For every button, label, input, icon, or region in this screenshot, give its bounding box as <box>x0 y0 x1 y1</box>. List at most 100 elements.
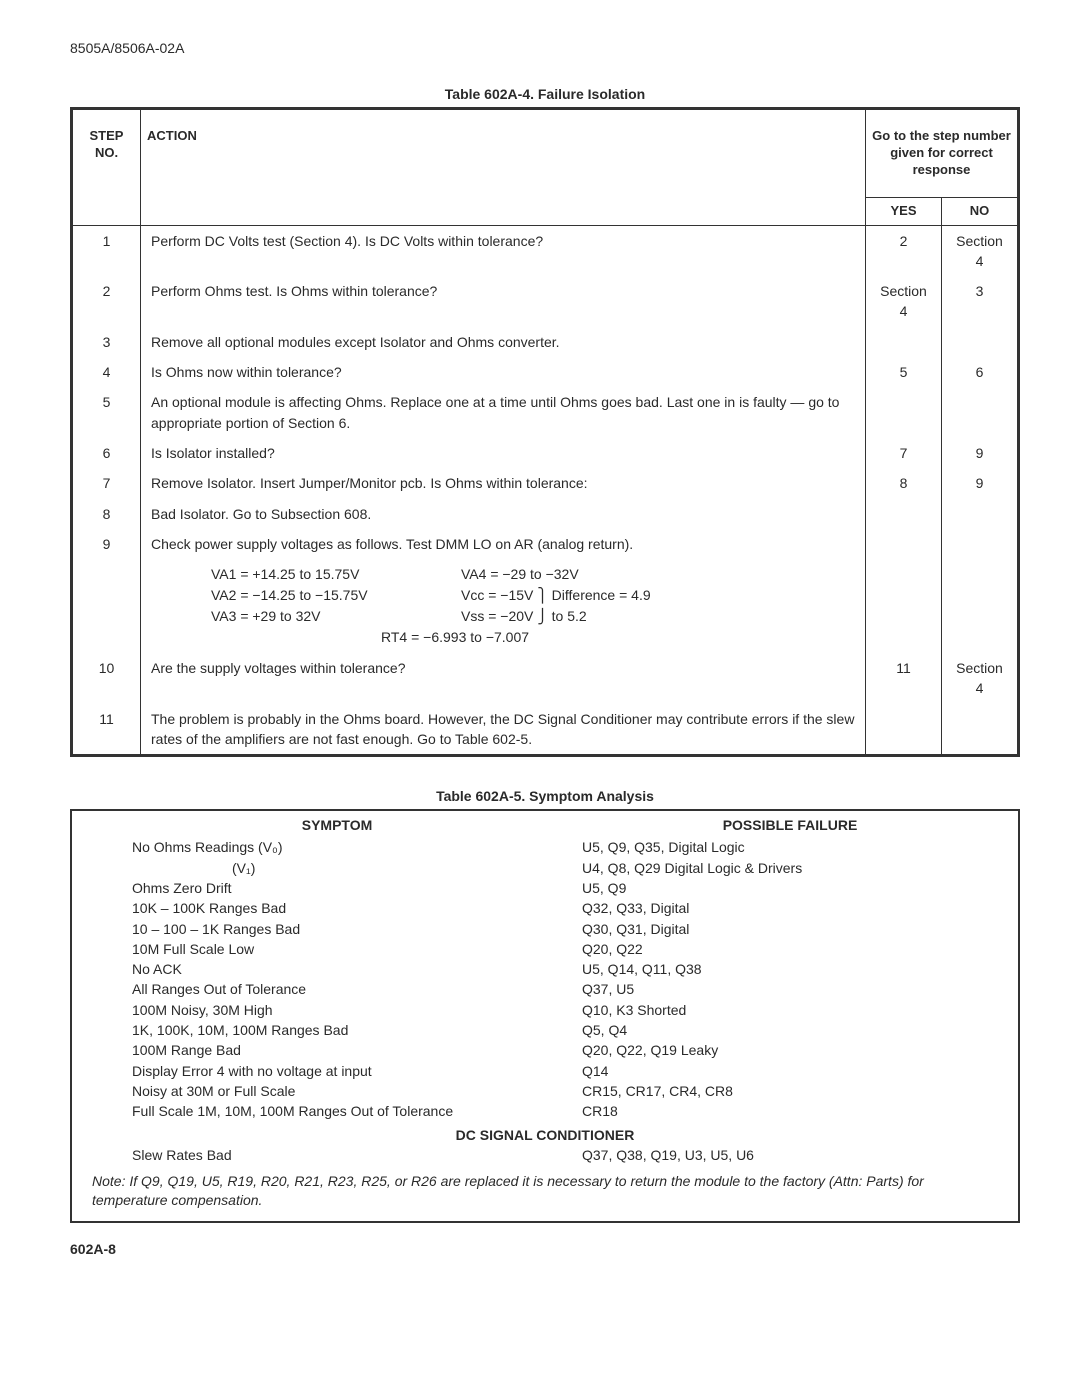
table-row: 5An optional module is affecting Ohms. R… <box>72 387 1019 438</box>
no-cell: 6 <box>942 357 1019 387</box>
symptom-row: 100M Range BadQ20, Q22, Q19 Leaky <box>92 1040 998 1060</box>
yes-cell <box>866 327 942 357</box>
th-yes: YES <box>866 197 942 225</box>
symptom-row: 1K, 100K, 10M, 100M Ranges BadQ5, Q4 <box>92 1020 998 1040</box>
step-cell: 3 <box>72 327 141 357</box>
symptom-row: Slew Rates BadQ37, Q38, Q19, U3, U5, U6 <box>92 1145 998 1165</box>
yes-cell: 11 <box>866 653 942 704</box>
step-cell: 10 <box>72 653 141 704</box>
symptom-row: No Ohms Readings (V₀)U5, Q9, Q35, Digita… <box>92 837 998 857</box>
action-cell: The problem is probably in the Ohms boar… <box>141 704 866 756</box>
symptom-row: 10M Full Scale LowQ20, Q22 <box>92 939 998 959</box>
symptom-cell: Full Scale 1M, 10M, 100M Ranges Out of T… <box>92 1101 582 1121</box>
action-cell: Remove Isolator. Insert Jumper/Monitor p… <box>141 468 866 498</box>
table2-title: Table 602A-5. Symptom Analysis <box>70 788 1020 804</box>
table-row: VA1 = +14.25 to 15.75VVA4 = −29 to −32VV… <box>72 559 1019 653</box>
symptom-cell: Slew Rates Bad <box>92 1145 582 1165</box>
no-cell <box>942 529 1019 559</box>
document-id: 8505A/8506A-02A <box>70 40 1020 56</box>
th-no: NO <box>942 197 1019 225</box>
table-row: 3Remove all optional modules except Isol… <box>72 327 1019 357</box>
table1-title: Table 602A-4. Failure Isolation <box>70 86 1020 102</box>
symptom-cell: 1K, 100K, 10M, 100M Ranges Bad <box>92 1020 582 1040</box>
step-cell: 8 <box>72 499 141 529</box>
action-cell: Perform DC Volts test (Section 4). Is DC… <box>141 225 866 276</box>
voltage-cell: VA1 = +14.25 to 15.75VVA4 = −29 to −32VV… <box>141 559 866 653</box>
failure-cell: CR18 <box>582 1101 998 1121</box>
table-row: 4Is Ohms now within tolerance?56 <box>72 357 1019 387</box>
failure-cell: U5, Q9 <box>582 878 998 898</box>
table-row: 10Are the supply voltages within toleran… <box>72 653 1019 704</box>
step-cell: 1 <box>72 225 141 276</box>
failure-cell: Q37, U5 <box>582 979 998 999</box>
failure-cell: Q32, Q33, Digital <box>582 898 998 918</box>
table-row: 6Is Isolator installed?79 <box>72 438 1019 468</box>
yes-cell <box>866 499 942 529</box>
symptom-cell: 10M Full Scale Low <box>92 939 582 959</box>
symptom-cell: No ACK <box>92 959 582 979</box>
action-cell: Bad Isolator. Go to Subsection 608. <box>141 499 866 529</box>
dc-signal-subtitle: DC SIGNAL CONDITIONER <box>92 1127 998 1143</box>
table-row: 7Remove Isolator. Insert Jumper/Monitor … <box>72 468 1019 498</box>
symptom-cell: 100M Noisy, 30M High <box>92 1000 582 1020</box>
table2-note: Note: If Q9, Q19, U5, R19, R20, R21, R23… <box>92 1172 998 1211</box>
table-row: 1Perform DC Volts test (Section 4). Is D… <box>72 225 1019 276</box>
yes-cell: Section4 <box>866 276 942 327</box>
no-cell: 3 <box>942 276 1019 327</box>
action-cell: Is Ohms now within tolerance? <box>141 357 866 387</box>
yes-cell: 8 <box>866 468 942 498</box>
step-cell: 6 <box>72 438 141 468</box>
symptom-cell: Display Error 4 with no voltage at input <box>92 1061 582 1081</box>
no-cell <box>942 704 1019 756</box>
symptom-row: 100M Noisy, 30M HighQ10, K3 Shorted <box>92 1000 998 1020</box>
th-goto: Go to the step number given for correct … <box>866 109 1019 198</box>
failure-cell: Q5, Q4 <box>582 1020 998 1040</box>
step-cell: 7 <box>72 468 141 498</box>
th-failure: POSSIBLE FAILURE <box>582 817 998 833</box>
table-row: 8Bad Isolator. Go to Subsection 608. <box>72 499 1019 529</box>
failure-cell: U5, Q9, Q35, Digital Logic <box>582 837 998 857</box>
no-cell: Section4 <box>942 653 1019 704</box>
symptom-row: 10 – 100 – 1K Ranges BadQ30, Q31, Digita… <box>92 919 998 939</box>
symptom-cell: (V₁) <box>92 858 582 878</box>
step-cell: 4 <box>72 357 141 387</box>
failure-cell: CR15, CR17, CR4, CR8 <box>582 1081 998 1101</box>
no-cell: Section4 <box>942 225 1019 276</box>
failure-isolation-table: STEP NO. ACTION Go to the step number gi… <box>70 107 1020 757</box>
yes-cell <box>866 387 942 438</box>
no-cell: 9 <box>942 438 1019 468</box>
symptom-row: Display Error 4 with no voltage at input… <box>92 1061 998 1081</box>
no-cell: 9 <box>942 468 1019 498</box>
failure-cell: U5, Q14, Q11, Q38 <box>582 959 998 979</box>
step-cell: 9 <box>72 529 141 559</box>
yes-cell: 7 <box>866 438 942 468</box>
failure-cell: Q20, Q22 <box>582 939 998 959</box>
symptom-cell: 10K – 100K Ranges Bad <box>92 898 582 918</box>
symptom-cell: 100M Range Bad <box>92 1040 582 1060</box>
step-cell: 11 <box>72 704 141 756</box>
yes-cell <box>866 529 942 559</box>
symptom-cell: All Ranges Out of Tolerance <box>92 979 582 999</box>
yes-cell <box>866 704 942 756</box>
action-cell: Is Isolator installed? <box>141 438 866 468</box>
failure-cell: Q30, Q31, Digital <box>582 919 998 939</box>
failure-cell: Q10, K3 Shorted <box>582 1000 998 1020</box>
symptom-cell: Ohms Zero Drift <box>92 878 582 898</box>
symptom-analysis-table: SYMPTOM POSSIBLE FAILURE No Ohms Reading… <box>70 809 1020 1223</box>
page-footer: 602A-8 <box>70 1241 1020 1257</box>
th-step: STEP NO. <box>72 109 141 226</box>
table-row: 9Check power supply voltages as follows.… <box>72 529 1019 559</box>
yes-cell: 2 <box>866 225 942 276</box>
failure-cell: Q37, Q38, Q19, U3, U5, U6 <box>582 1145 998 1165</box>
no-cell <box>942 499 1019 529</box>
action-cell: Remove all optional modules except Isola… <box>141 327 866 357</box>
action-cell: An optional module is affecting Ohms. Re… <box>141 387 866 438</box>
table-row: 2Perform Ohms test. Is Ohms within toler… <box>72 276 1019 327</box>
symptom-row: Ohms Zero DriftU5, Q9 <box>92 878 998 898</box>
yes-cell: 5 <box>866 357 942 387</box>
th-symptom: SYMPTOM <box>92 817 582 833</box>
th-action: ACTION <box>141 109 866 226</box>
step-cell: 5 <box>72 387 141 438</box>
action-cell: Check power supply voltages as follows. … <box>141 529 866 559</box>
symptom-cell: No Ohms Readings (V₀) <box>92 837 582 857</box>
